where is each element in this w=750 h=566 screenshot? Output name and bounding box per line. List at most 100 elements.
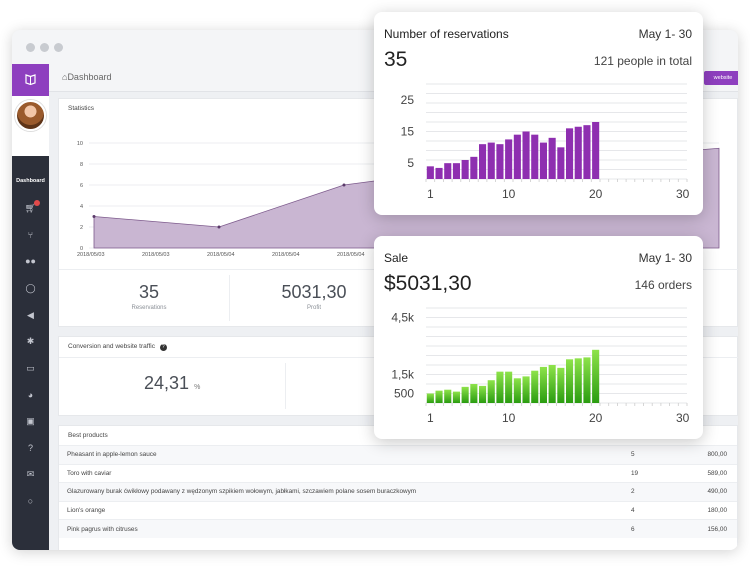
bar[interactable] bbox=[549, 138, 556, 179]
bar[interactable] bbox=[444, 390, 451, 403]
product-qty: 5 bbox=[631, 446, 691, 465]
x-tick-label: 1 bbox=[427, 187, 434, 201]
x-tick-label: 2018/05/04 bbox=[337, 252, 365, 258]
bar[interactable] bbox=[592, 122, 599, 179]
bar[interactable] bbox=[540, 367, 547, 403]
reservations-stat-label: Reservations bbox=[99, 305, 199, 311]
breadcrumb-dashboard[interactable]: Dashboard bbox=[67, 72, 111, 82]
bar[interactable] bbox=[427, 394, 434, 404]
question-circle-icon[interactable]: ? bbox=[160, 344, 167, 351]
megaphone-icon[interactable]: ◀ bbox=[12, 310, 49, 320]
x-tick-label: 30 bbox=[676, 187, 690, 201]
product-qty: 19 bbox=[631, 464, 691, 483]
monitor-icon[interactable]: ▭ bbox=[12, 363, 49, 373]
table-row[interactable]: Pheasant in apple-lemon sauce 5 800,00 bbox=[59, 446, 737, 465]
reservations-stat-value: 35 bbox=[99, 282, 199, 303]
website-button[interactable]: website bbox=[704, 71, 738, 85]
bar[interactable] bbox=[557, 368, 564, 403]
product-name: Glazurowany burak ćwikłowy podawany z wę… bbox=[59, 483, 631, 502]
users-icon[interactable]: ●● bbox=[12, 256, 49, 266]
bar[interactable] bbox=[505, 139, 512, 179]
bar[interactable] bbox=[531, 371, 538, 403]
product-name: Toro with caviar bbox=[59, 464, 631, 483]
bar[interactable] bbox=[427, 166, 434, 179]
profit-stat-value: 5031,30 bbox=[259, 282, 369, 303]
bar[interactable] bbox=[479, 144, 486, 179]
data-point bbox=[343, 184, 346, 187]
bar[interactable] bbox=[462, 387, 469, 403]
y-tick-label: 4 bbox=[80, 204, 83, 210]
data-point bbox=[93, 215, 96, 218]
profit-stat-label: Profit bbox=[259, 305, 369, 311]
table-row[interactable]: Toro with caviar 19 589,00 bbox=[59, 464, 737, 483]
bar[interactable] bbox=[557, 147, 564, 179]
window-control-dot[interactable] bbox=[54, 43, 63, 52]
sale-date-range[interactable]: May 1- 30 bbox=[639, 251, 692, 265]
bar[interactable] bbox=[523, 376, 530, 403]
bar[interactable] bbox=[470, 384, 477, 403]
bar[interactable] bbox=[496, 144, 503, 179]
bar[interactable] bbox=[444, 163, 451, 179]
x-tick-label: 10 bbox=[502, 187, 516, 201]
bar[interactable] bbox=[566, 359, 573, 403]
window-control-dot[interactable] bbox=[40, 43, 49, 52]
avatar[interactable] bbox=[15, 100, 46, 131]
conversion-title-text: Conversion and website traffic bbox=[68, 343, 155, 350]
y-tick-label: 4,5k bbox=[391, 311, 415, 325]
bar[interactable] bbox=[453, 163, 460, 179]
window-control-dot[interactable] bbox=[26, 43, 35, 52]
bar[interactable] bbox=[575, 127, 582, 179]
pie-chart-icon[interactable]: ◕ bbox=[12, 390, 49, 400]
bar[interactable] bbox=[540, 143, 547, 179]
power-icon[interactable]: ○ bbox=[12, 496, 49, 506]
gear-icon[interactable]: ✱ bbox=[12, 336, 49, 346]
cutlery-icon[interactable]: ⑂ bbox=[12, 230, 49, 240]
bar[interactable] bbox=[549, 365, 556, 403]
product-qty: 2 bbox=[631, 483, 691, 502]
envelope-icon[interactable]: ✉ bbox=[12, 469, 49, 479]
breadcrumb[interactable]: ⌂Dashboard bbox=[62, 72, 111, 82]
sidebar-item-dashboard[interactable]: Dashboard bbox=[12, 178, 49, 184]
bar[interactable] bbox=[505, 372, 512, 403]
comment-icon[interactable]: ◯ bbox=[12, 283, 49, 293]
bar[interactable] bbox=[583, 357, 590, 403]
table-row[interactable]: Pink pagrus with citruses 6 156,00 bbox=[59, 520, 737, 539]
data-point bbox=[218, 226, 221, 229]
bar[interactable] bbox=[583, 125, 590, 179]
sale-card-title: Sale bbox=[384, 251, 408, 265]
bar[interactable] bbox=[514, 378, 521, 403]
product-value: 800,00 bbox=[691, 446, 737, 465]
table-row[interactable]: Glazurowany burak ćwikłowy podawany z wę… bbox=[59, 483, 737, 502]
best-products-table: Pheasant in apple-lemon sauce 5 800,00 T… bbox=[59, 445, 737, 538]
bar[interactable] bbox=[566, 128, 573, 179]
reservations-card-title: Number of reservations bbox=[384, 27, 509, 41]
bar[interactable] bbox=[436, 391, 443, 403]
question-icon[interactable]: ? bbox=[12, 443, 49, 453]
logo[interactable] bbox=[12, 64, 49, 96]
cart-icon[interactable]: 🛒︎ bbox=[12, 203, 49, 213]
bar[interactable] bbox=[436, 168, 443, 179]
bar[interactable] bbox=[488, 143, 495, 179]
bar[interactable] bbox=[479, 386, 486, 403]
bar[interactable] bbox=[523, 132, 530, 180]
bar[interactable] bbox=[592, 350, 599, 403]
bar[interactable] bbox=[496, 372, 503, 403]
x-tick-label: 2018/05/04 bbox=[207, 252, 235, 258]
y-tick-label: 8 bbox=[80, 162, 83, 168]
bar[interactable] bbox=[531, 135, 538, 179]
bar[interactable] bbox=[453, 392, 460, 403]
bar[interactable] bbox=[488, 380, 495, 403]
table-row[interactable]: Lion's orange 4 180,00 bbox=[59, 501, 737, 520]
x-tick-label: 30 bbox=[676, 411, 690, 425]
reservations-card: 5 15 25 1 10 20 30 Number of reservations May … bbox=[374, 12, 703, 215]
bar[interactable] bbox=[470, 157, 477, 179]
reservations-date-range[interactable]: May 1- 30 bbox=[639, 27, 692, 41]
bar[interactable] bbox=[575, 358, 582, 403]
bar[interactable] bbox=[514, 135, 521, 179]
x-tick-label: 20 bbox=[589, 187, 603, 201]
cash-icon[interactable]: ▣ bbox=[12, 416, 49, 426]
product-value: 156,00 bbox=[691, 520, 737, 539]
bar[interactable] bbox=[462, 160, 469, 179]
conversion-unit: % bbox=[194, 384, 200, 391]
y-tick-label: 1,5k bbox=[391, 368, 415, 382]
